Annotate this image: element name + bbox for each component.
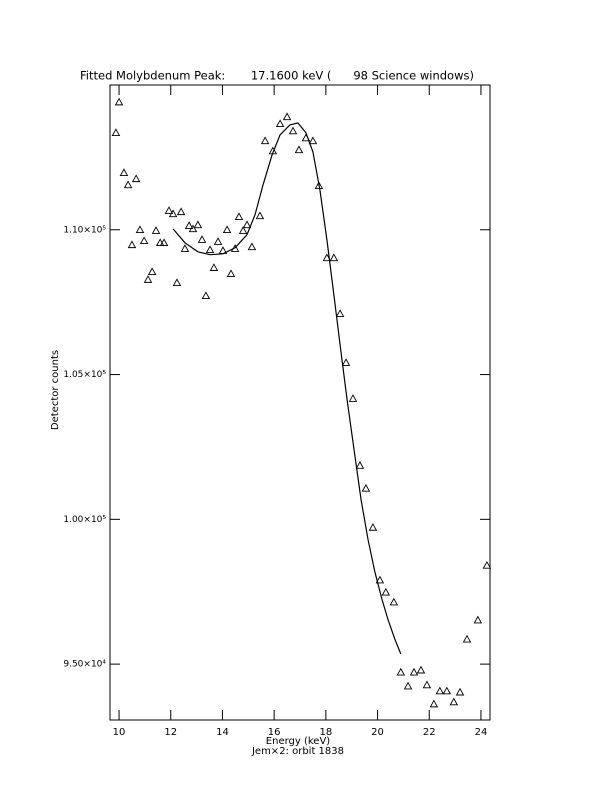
- data-point: [368, 523, 378, 531]
- data-point: [455, 687, 465, 696]
- y-tick-label: 9.50×10⁴: [63, 660, 106, 670]
- data-point: [355, 461, 365, 469]
- x-tick-label: 12: [164, 727, 177, 738]
- data-point: [226, 269, 236, 278]
- data-point: [123, 180, 133, 189]
- data-point: [114, 97, 124, 106]
- data-point: [396, 667, 406, 676]
- data-point: [422, 680, 432, 689]
- data-point: [442, 686, 452, 695]
- data-point: [429, 699, 439, 708]
- data-point: [127, 240, 137, 249]
- data-point: [308, 136, 318, 145]
- x-tick-label: 14: [216, 727, 229, 738]
- data-point: [381, 587, 391, 596]
- data-point: [119, 168, 129, 176]
- y-tick-label: 1.10×10⁵: [63, 225, 106, 235]
- data-point: [111, 128, 121, 137]
- data-point: [139, 236, 149, 245]
- data-point: [403, 681, 413, 690]
- data-point: [247, 242, 257, 251]
- data-point: [282, 112, 292, 121]
- data-point: [184, 221, 194, 229]
- data-point: [197, 235, 207, 243]
- data-point: [462, 634, 472, 643]
- data-point: [151, 226, 161, 234]
- x-tick-label: 22: [423, 727, 436, 738]
- data-point: [348, 394, 358, 402]
- x-tick-label: 20: [371, 727, 384, 738]
- data-point: [255, 211, 265, 220]
- data-point: [389, 597, 399, 606]
- data-point: [314, 181, 324, 190]
- x-axis-label: Energy (keV): [266, 736, 331, 747]
- data-point: [416, 665, 426, 674]
- data-point: [164, 206, 174, 214]
- subtitle: Jem×2: orbit 1838: [251, 746, 344, 757]
- data-point: [172, 278, 182, 287]
- data-point: [449, 697, 459, 706]
- data-point: [260, 136, 270, 145]
- chart-title: Fitted Molybdenum Peak: 17.1600 keV ( 98…: [80, 69, 474, 83]
- data-point: [176, 207, 186, 216]
- data-point: [409, 667, 419, 676]
- data-point: [242, 220, 252, 229]
- data-point: [222, 225, 232, 234]
- data-point: [209, 263, 219, 271]
- data-point: [159, 238, 169, 247]
- data-point: [375, 575, 385, 584]
- data-point: [234, 212, 244, 220]
- data-point: [275, 119, 285, 128]
- data-point: [294, 145, 304, 154]
- data-point: [482, 560, 492, 569]
- data-point: [168, 209, 178, 218]
- data-point: [135, 225, 145, 234]
- data-point: [329, 253, 339, 262]
- x-tick-label: 10: [113, 727, 126, 738]
- plot-frame: [109, 84, 491, 721]
- fit-curve: [172, 122, 402, 655]
- data-point: [147, 267, 157, 276]
- y-tick-label: 1.05×10⁵: [63, 370, 106, 380]
- y-tick-label: 1.00×10⁵: [63, 515, 106, 525]
- data-point: [361, 483, 371, 492]
- data-point: [201, 291, 211, 300]
- data-point: [238, 226, 248, 234]
- x-tick-label: 18: [319, 727, 332, 738]
- data-point: [205, 245, 215, 254]
- data-point: [341, 358, 351, 366]
- x-tick-label: 24: [475, 727, 488, 738]
- data-point: [213, 237, 223, 245]
- data-point: [180, 244, 190, 252]
- data-point: [288, 126, 298, 135]
- y-axis-label: Detector counts: [50, 350, 61, 430]
- data-point: [473, 615, 483, 624]
- data-point: [193, 220, 203, 229]
- data-point: [131, 174, 141, 183]
- data-point: [435, 686, 445, 695]
- data-point: [143, 275, 153, 283]
- data-point: [335, 309, 345, 318]
- x-tick-label: 16: [268, 727, 281, 738]
- data-point: [188, 224, 198, 233]
